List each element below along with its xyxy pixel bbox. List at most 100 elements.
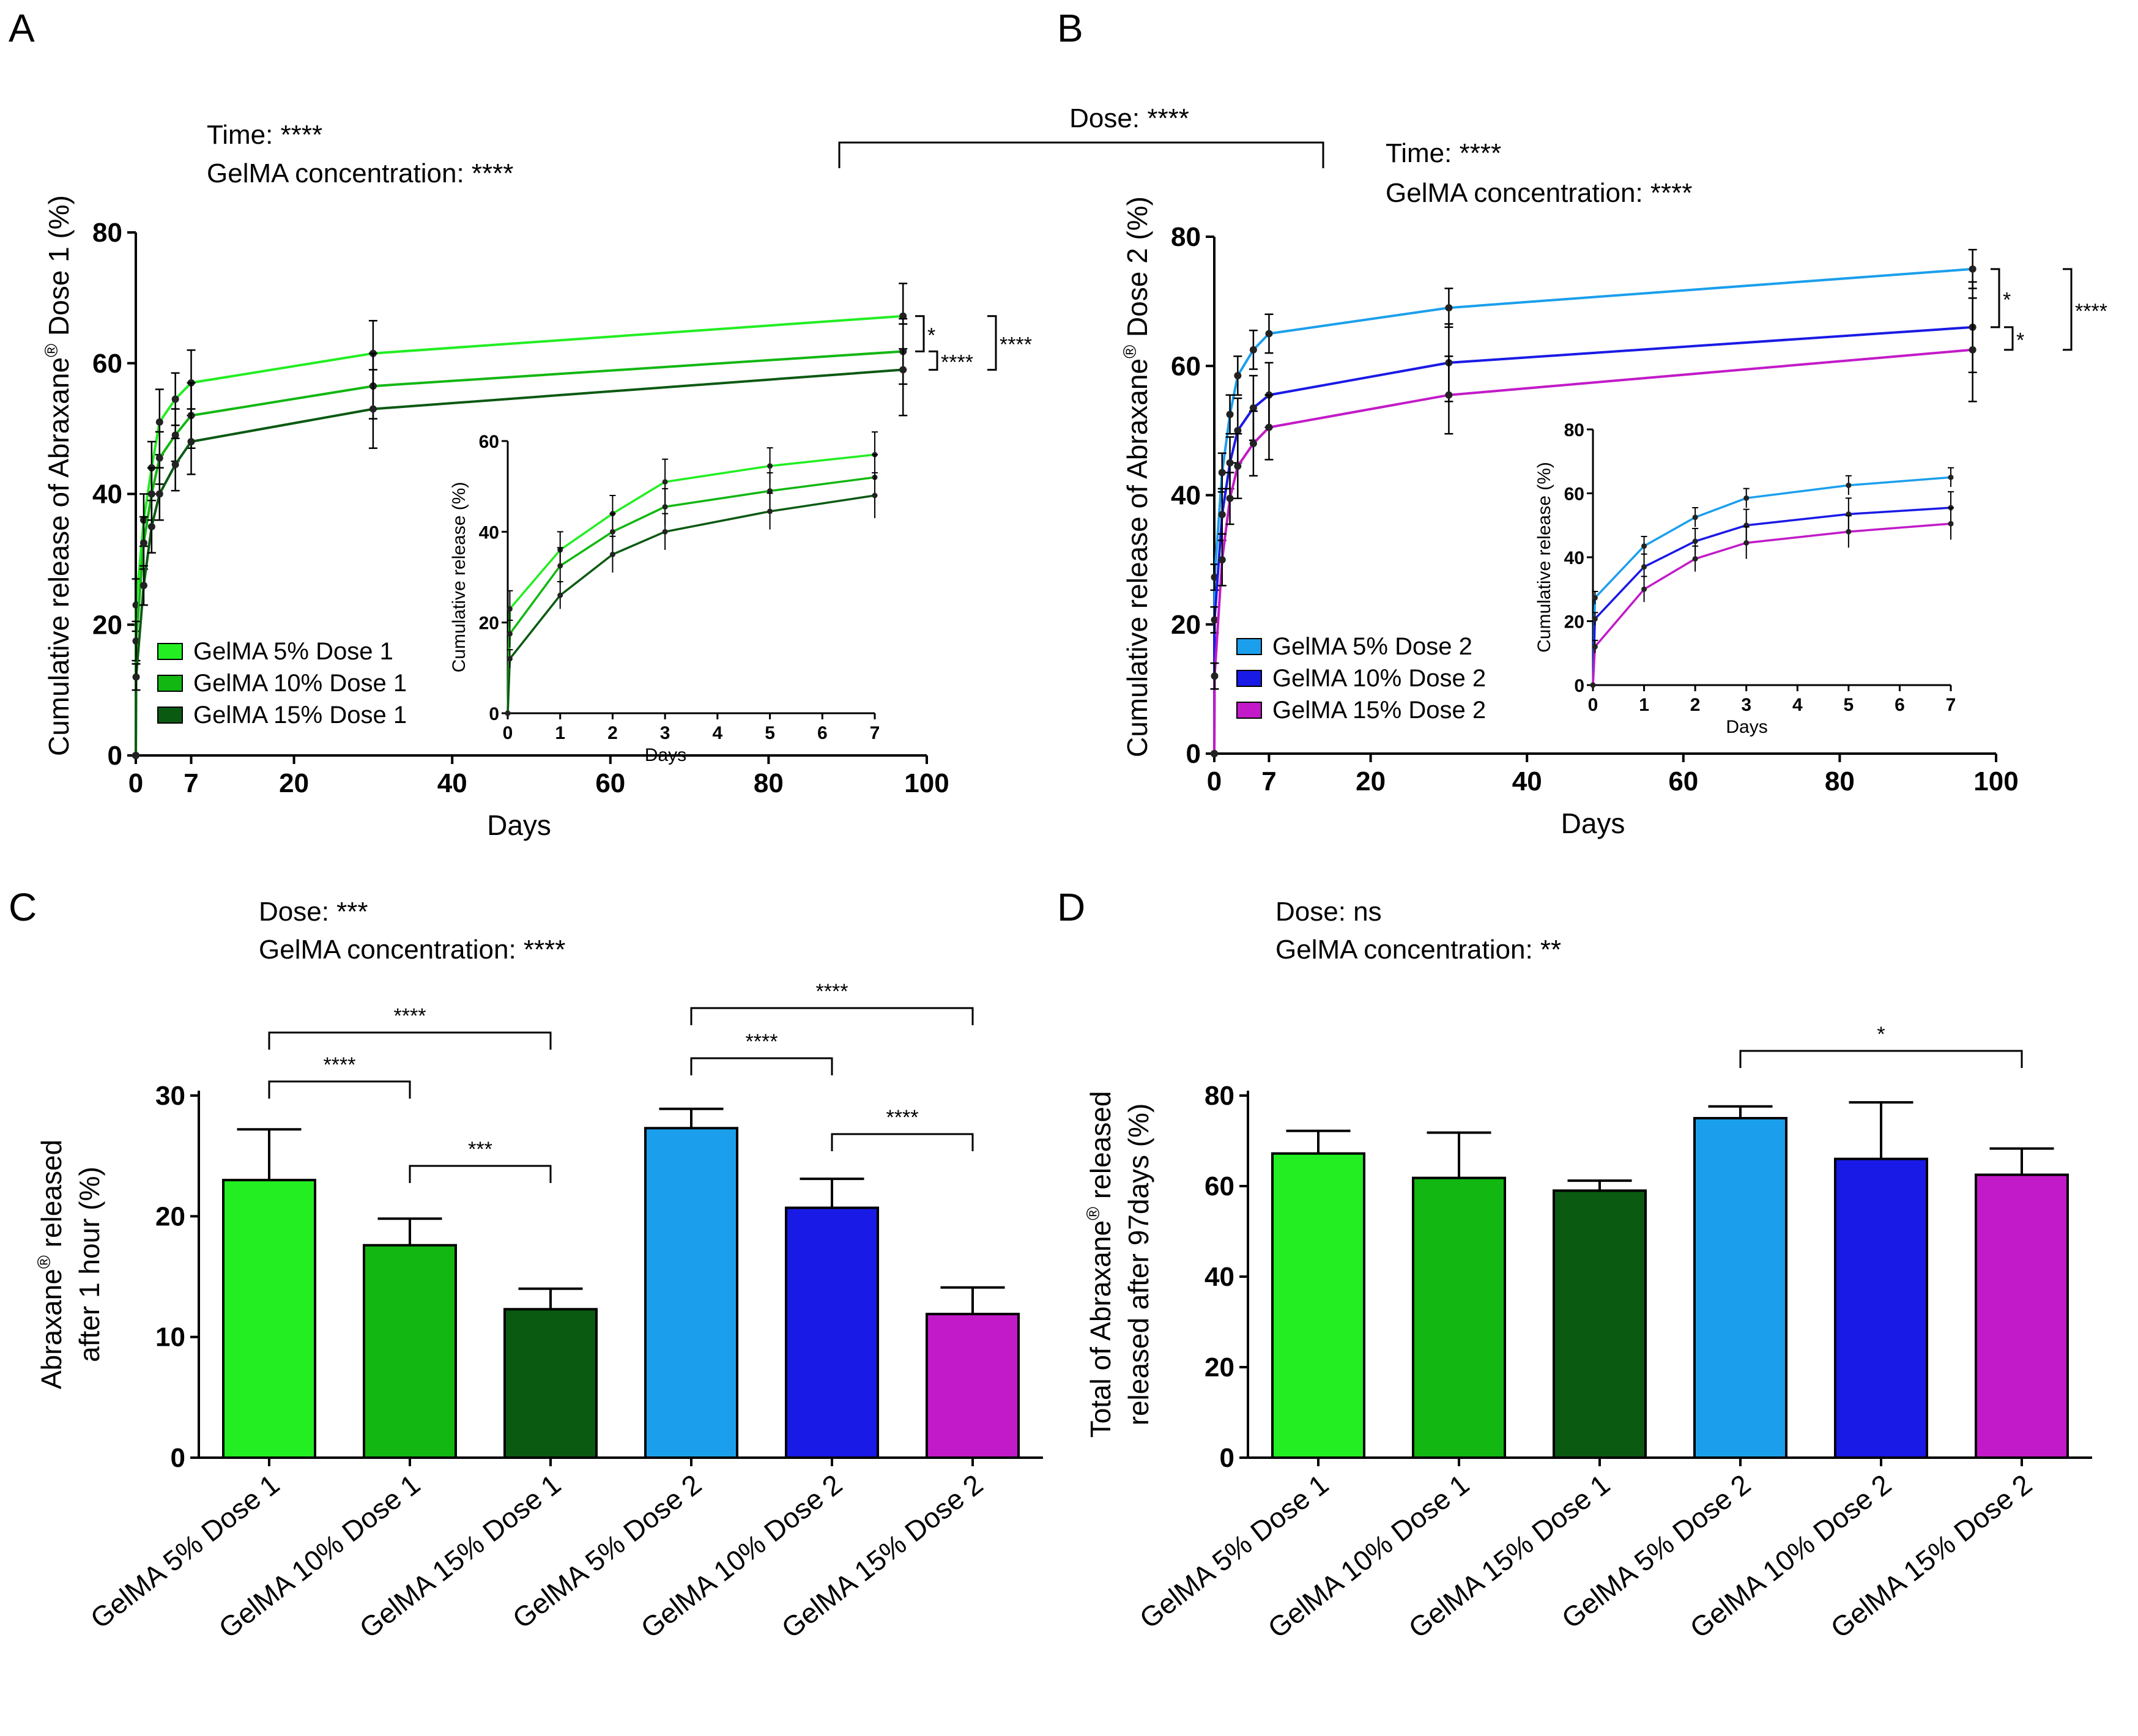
- panel-label-b: B: [1057, 6, 1083, 50]
- x-tick-label: 60: [1668, 766, 1698, 796]
- inset-data-point: [662, 504, 668, 510]
- inset-series-line: [1592, 506, 1951, 686]
- y-tick-label: 80: [1204, 1081, 1234, 1111]
- inset-data-point: [767, 463, 773, 469]
- significance-bracket: [929, 351, 938, 371]
- legend-label: GelMA 5% Dose 1: [193, 638, 393, 665]
- bar: [785, 1206, 879, 1460]
- inset-y-tick-label: 20: [1564, 612, 1584, 632]
- x-tick-label: 20: [1356, 766, 1386, 796]
- inset-data-point: [557, 563, 563, 569]
- x-tick-label: 20: [279, 768, 309, 798]
- significance-bracket: [1739, 1050, 2023, 1068]
- inset-x-tick-label: 6: [1895, 695, 1905, 715]
- panel-c-stat-dose: Dose: ***: [259, 897, 368, 927]
- bar: [1834, 1157, 1928, 1459]
- significance-label: ****: [746, 1030, 778, 1053]
- data-point: [1226, 459, 1234, 467]
- y-tick-label: 10: [155, 1322, 185, 1352]
- data-point: [1218, 556, 1226, 564]
- data-point: [369, 405, 377, 413]
- y-tick-label: 60: [1171, 351, 1201, 381]
- data-point: [1445, 391, 1453, 399]
- bar: [363, 1244, 457, 1460]
- y-tick-label: 20: [92, 610, 122, 640]
- significance-bracket: [1991, 268, 2000, 328]
- legend-label: GelMA 10% Dose 2: [1272, 665, 1486, 692]
- x-tick-label: 0: [1207, 766, 1222, 796]
- data-point: [155, 418, 163, 426]
- inset-data-point: [1592, 644, 1598, 650]
- data-point: [1211, 750, 1218, 757]
- y-axis-title-line2: after 1 hour (%): [73, 1167, 105, 1362]
- inset-data-point: [609, 551, 615, 557]
- inset-x-tick-label: 1: [1639, 695, 1649, 715]
- data-point: [171, 461, 179, 469]
- significance-label: *: [2016, 328, 2024, 352]
- series-line: [135, 368, 904, 756]
- bar: [1412, 1176, 1506, 1460]
- panel-a-stat-gelma: GelMA concentration: ****: [207, 158, 513, 188]
- x-tick-label: 40: [1512, 766, 1542, 796]
- data-point: [1265, 423, 1273, 431]
- data-point: [155, 490, 163, 498]
- inset-y-axis-title: Cumulative release (%): [1534, 462, 1554, 653]
- inset-series-line: [507, 453, 875, 714]
- legend-swatch: [1236, 670, 1262, 687]
- inset-y-tick-label: 40: [1564, 548, 1584, 568]
- panel-a-stat-time: Time: ****: [207, 120, 322, 150]
- inset-y-tick-label: 80: [1564, 420, 1584, 440]
- y-tick-label: 0: [171, 1443, 185, 1473]
- inset-data-point: [1743, 495, 1750, 501]
- x-axis-title: Days: [487, 809, 551, 841]
- data-point: [899, 312, 907, 320]
- bar: [222, 1179, 316, 1459]
- inset-x-tick-label: 6: [817, 723, 828, 743]
- data-point: [132, 752, 139, 759]
- legend-swatch: [157, 675, 183, 692]
- x-tick-label: 60: [595, 768, 625, 798]
- x-tick-label: 100: [904, 768, 949, 798]
- data-point: [139, 582, 147, 590]
- significance-label: ****: [324, 1053, 356, 1077]
- x-tick-label: 100: [1973, 766, 2018, 796]
- legend-label: GelMA 15% Dose 1: [193, 702, 407, 729]
- data-point: [1265, 330, 1273, 338]
- bar: [1553, 1189, 1647, 1460]
- data-point: [147, 490, 155, 498]
- y-tick-label: 20: [1171, 610, 1201, 640]
- inset-data-point: [1641, 564, 1647, 570]
- inset-y-axis-title: Cumulative release (%): [449, 482, 469, 673]
- significance-label: ****: [2075, 300, 2107, 323]
- data-point: [1969, 346, 1977, 354]
- inset-x-tick-label: 1: [555, 723, 565, 743]
- y-tick-label: 60: [1204, 1171, 1234, 1201]
- significance-label: *: [927, 324, 935, 347]
- inset-x-tick-label: 2: [607, 723, 618, 743]
- significance-label: ***: [468, 1138, 492, 1161]
- data-point: [132, 673, 140, 681]
- y-tick-label: 30: [155, 1081, 185, 1111]
- y-axis-title-line1: Total of Abraxane® released: [1083, 1091, 1116, 1438]
- significance-label: *: [2003, 288, 2011, 311]
- data-point: [1234, 372, 1242, 380]
- bar: [1975, 1173, 2069, 1459]
- significance-bracket: [409, 1165, 552, 1183]
- data-point: [1445, 304, 1453, 312]
- inset-x-tick-label: 2: [1690, 695, 1701, 715]
- significance-bracket: [915, 315, 925, 353]
- x-tick-label: 7: [184, 768, 198, 798]
- y-axis-title: Cumulative release of Abraxane® Dose 1 (…: [42, 195, 75, 756]
- data-point: [139, 539, 147, 547]
- inset-data-point: [1743, 540, 1750, 546]
- x-tick-label: 40: [437, 768, 467, 798]
- data-point: [1226, 494, 1234, 502]
- panel-b-stat-gelma: GelMA concentration: ****: [1386, 178, 1692, 208]
- inset-y-tick-label: 40: [479, 522, 499, 543]
- data-point: [187, 438, 195, 445]
- inset-x-tick-label: 4: [713, 723, 723, 743]
- inset-data-point: [1846, 482, 1852, 488]
- inset-data-point: [1590, 682, 1596, 688]
